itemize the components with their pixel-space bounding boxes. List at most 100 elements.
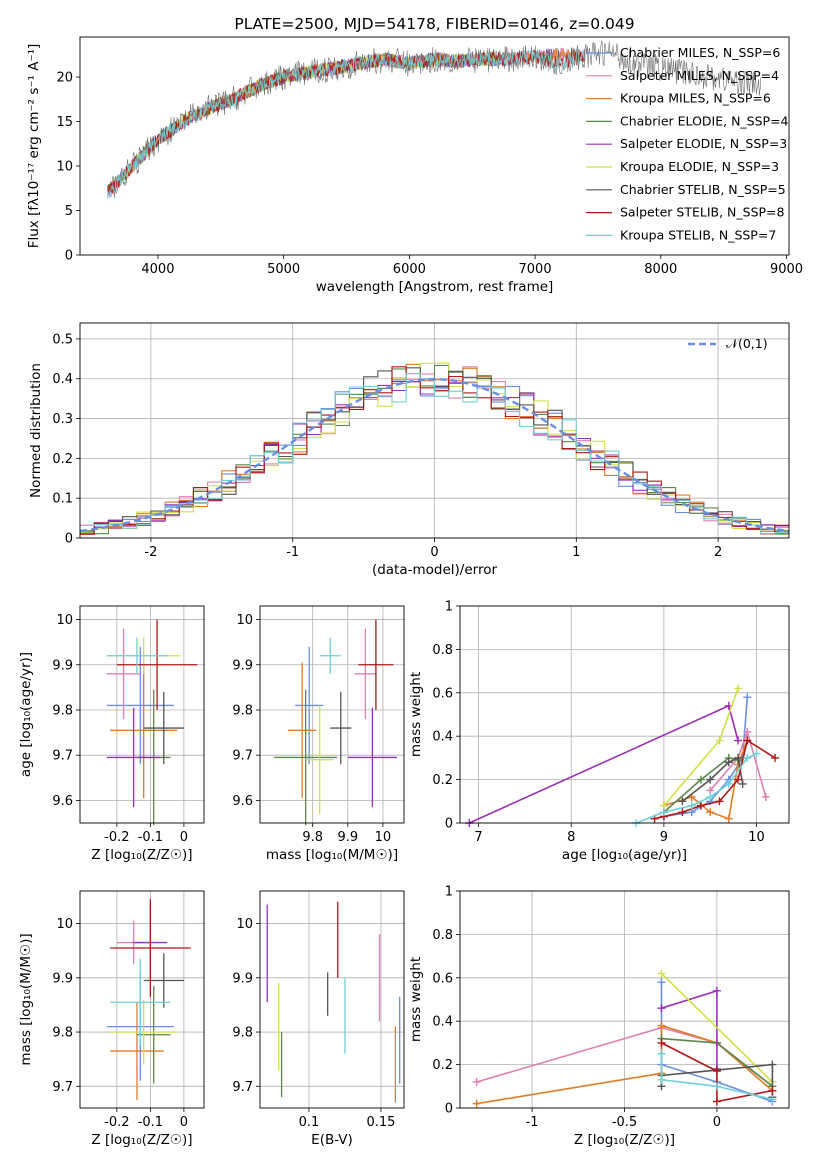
y-tick-label: 0.2 [52, 452, 73, 467]
mass-weight-line-7 [654, 739, 776, 820]
histogram-5 [80, 362, 789, 535]
mass-weight-marker [734, 684, 743, 693]
mass-weight-marker [657, 1004, 666, 1013]
mass-weight-marker [472, 1077, 481, 1086]
x-tick-label: 2 [714, 545, 722, 560]
panel-1 [76, 322, 790, 542]
x-tick-label: 0.1 [299, 1115, 320, 1130]
y-tick-label: 10 [56, 917, 73, 932]
y-tick-label: 0 [65, 249, 73, 264]
y-tick-label: 10 [236, 613, 253, 628]
y-tick-label: 0.5 [52, 332, 73, 347]
mass-weight-marker [724, 758, 733, 767]
y-tick-label: 10 [56, 613, 73, 628]
x-tick-label: 8000 [644, 262, 677, 277]
axes-frame [259, 605, 405, 824]
x-tick-label: -0.2 [104, 830, 129, 845]
mass-weight-marker [743, 727, 752, 736]
mass-weight-line-5 [660, 972, 773, 1083]
mass-weight-marker [734, 753, 743, 762]
mass-weight-marker [743, 753, 752, 762]
mass-weight-marker [738, 779, 747, 788]
mass-weight-marker [657, 978, 666, 987]
histogram-8 [80, 373, 789, 534]
y-tick-label: 9.8 [52, 703, 73, 718]
y-tick-label: 9.9 [232, 658, 253, 673]
mass-weight-marker [678, 797, 687, 806]
x-tick-label: 10 [375, 830, 392, 845]
y-tick-label: 9.6 [52, 794, 73, 809]
histogram-3 [80, 364, 789, 535]
mass-weight-marker [657, 1075, 666, 1084]
series-line-6 [107, 40, 762, 199]
x-tick-label: -0.1 [138, 830, 163, 845]
x-axis-label: (data-model)/error [372, 562, 498, 578]
y-tick-label: 9.8 [232, 703, 253, 718]
x-tick-label: 4000 [141, 262, 174, 277]
y-tick-label: 9.6 [232, 794, 253, 809]
panel-4 [456, 605, 790, 827]
x-axis-label: Z [log₁₀(Z/Z☉)] [574, 1132, 675, 1148]
y-tick-label: 1 [445, 600, 453, 615]
axes-frame [459, 890, 790, 1109]
legend-label-5: Kroupa ELODIE, N_SSP=3 [620, 159, 779, 174]
x-tick-label: 9000 [770, 262, 803, 277]
y-tick-label: 9.8 [232, 1026, 253, 1041]
y-tick-label: 9.7 [232, 1080, 253, 1095]
axes-frame [259, 890, 405, 1109]
y-tick-label: 9.9 [52, 971, 73, 986]
axes-frame [79, 890, 205, 1109]
mass-weight-marker [657, 1049, 666, 1058]
x-tick-label: -1 [526, 1115, 539, 1130]
mass-weight-marker [724, 814, 733, 823]
mass-weight-marker [761, 792, 770, 801]
panel-7 [456, 890, 790, 1112]
mass-weight-marker [715, 736, 724, 745]
y-tick-label: 0.6 [432, 686, 453, 701]
mass-weight-marker [687, 801, 696, 810]
mass-weight-marker [712, 1082, 721, 1091]
x-tick-label: 7 [474, 830, 482, 845]
y-tick-label: 0.4 [432, 1015, 453, 1030]
x-tick-label: 9.9 [337, 830, 358, 845]
y-tick-label: 0 [65, 532, 73, 547]
x-axis-label: wavelength [Angstrom, rest frame] [316, 279, 554, 295]
y-axis-label: age [log₁₀(age/yr)] [18, 652, 34, 777]
mass-weight-marker [706, 808, 715, 817]
y-tick-label: 9.7 [52, 749, 73, 764]
x-tick-label: 0 [430, 545, 438, 560]
x-axis-label: mass [log₁₀(M/M☉)] [266, 847, 398, 863]
normal-curve [79, 377, 790, 533]
mass-weight-marker [696, 801, 705, 810]
y-tick-label: 20 [56, 71, 73, 86]
x-axis-label: Z [log₁₀(Z/Z☉)] [91, 1132, 192, 1148]
y-tick-label: 1 [445, 885, 453, 900]
y-tick-label: 0 [445, 817, 453, 832]
mass-weight-marker [712, 1067, 721, 1076]
x-axis-label: Z [log₁₀(Z/Z☉)] [91, 847, 192, 863]
axes-frame [79, 605, 205, 824]
x-tick-label: 8 [567, 830, 575, 845]
mass-weight-marker [657, 1021, 666, 1030]
x-tick-label: -0.5 [612, 1115, 637, 1130]
x-tick-label: 0 [180, 1115, 188, 1130]
x-axis-label: E(B-V) [311, 1132, 353, 1148]
panel-5 [76, 890, 205, 1112]
y-axis-label: mass [log₁₀(M/M☉)] [18, 933, 34, 1065]
mass-weight-line-8 [660, 1053, 773, 1101]
mass-weight-line-3 [663, 757, 739, 813]
x-tick-label: 5000 [267, 262, 300, 277]
mass-weight-marker [734, 775, 743, 784]
y-tick-label: 9.7 [52, 1080, 73, 1095]
y-tick-label: 9.9 [52, 658, 73, 673]
x-tick-label: -0.1 [138, 1115, 163, 1130]
legend-label-1: Salpeter MILES, N_SSP=4 [620, 68, 779, 83]
x-axis-label: age [log₁₀(age/yr)] [562, 847, 687, 863]
x-tick-label: 7000 [519, 262, 552, 277]
legend-label-normal: 𝒩(0,1) [726, 336, 768, 351]
y-axis-label: Flux [fλ10⁻¹⁷ erg cm⁻² s⁻¹ A⁻¹] [26, 44, 42, 249]
legend-label-3: Chabrier ELODIE, N_SSP=4 [620, 113, 789, 128]
mass-weight-marker [715, 797, 724, 806]
y-tick-label: 0.2 [432, 1058, 453, 1073]
